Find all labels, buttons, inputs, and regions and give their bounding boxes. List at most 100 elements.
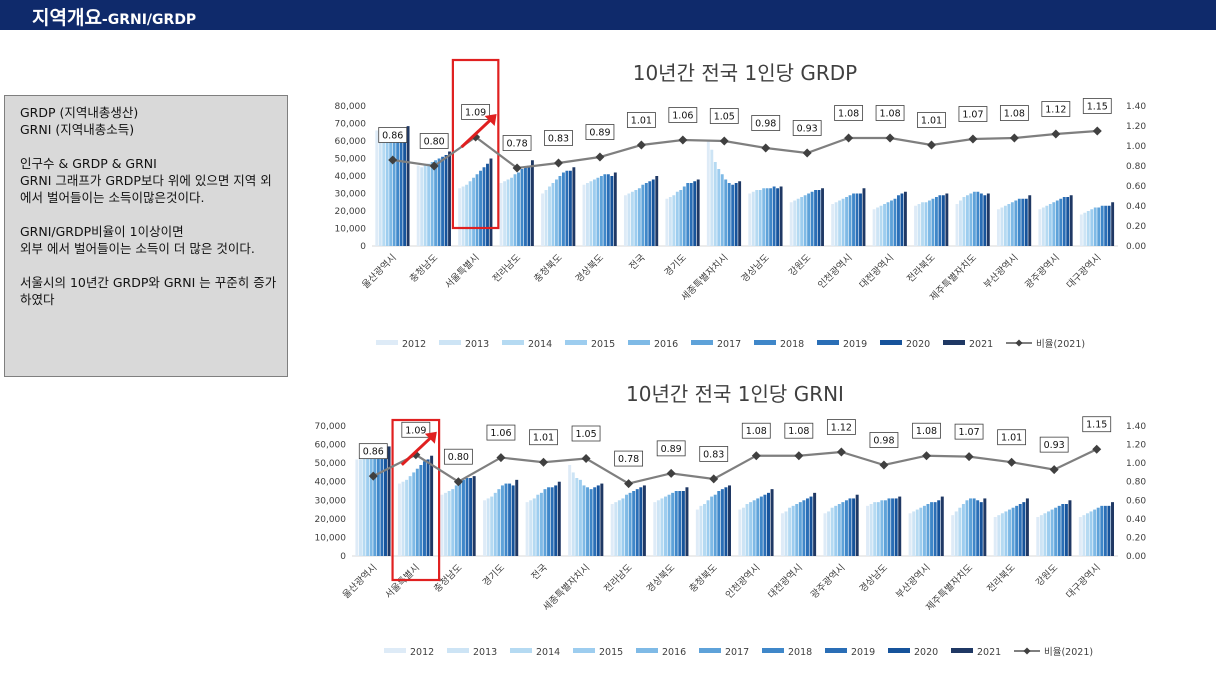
bar — [497, 489, 501, 556]
bar — [665, 198, 669, 246]
bar — [917, 204, 921, 246]
bar — [403, 134, 407, 246]
bar — [969, 193, 973, 246]
ratio-point — [1092, 126, 1102, 136]
bar — [1000, 513, 1004, 556]
ratio-point — [453, 477, 463, 487]
bar — [1111, 502, 1114, 556]
bar — [699, 505, 703, 556]
bar — [1014, 200, 1018, 246]
ratio-label-box — [1039, 436, 1069, 453]
legend-swatch — [951, 648, 973, 653]
y2-tick-label: 0.40 — [1126, 515, 1146, 525]
bar — [762, 188, 766, 246]
bar — [613, 172, 617, 246]
bar — [641, 184, 645, 246]
bar — [1007, 204, 1011, 246]
bar — [933, 502, 937, 556]
bar — [695, 509, 699, 556]
bar — [1047, 511, 1050, 556]
bar — [376, 453, 380, 556]
category-label: 강원도 — [1034, 562, 1061, 589]
category-label: 전라북도 — [905, 252, 938, 285]
ratio-point — [964, 452, 974, 462]
bar — [876, 502, 880, 556]
category-label: 광주광역시 — [808, 562, 847, 601]
legend-swatch — [817, 340, 839, 345]
ratio-label: 1.06 — [672, 111, 693, 122]
bar — [758, 190, 762, 246]
bar — [517, 172, 520, 246]
bar — [1011, 507, 1015, 556]
bar — [412, 472, 416, 556]
category-label: 부산광역시 — [981, 252, 1020, 291]
bar — [1107, 205, 1111, 246]
bar — [791, 505, 795, 556]
ratio-label-box — [741, 422, 771, 439]
legend-swatch — [943, 340, 965, 345]
category-label: 대전광역시 — [857, 252, 896, 291]
ratio-point — [794, 451, 804, 461]
ratio-label-box — [502, 135, 532, 151]
bar — [890, 200, 893, 246]
bar — [765, 188, 769, 246]
bar — [1089, 511, 1093, 556]
ratio-label: 1.08 — [916, 426, 937, 437]
legend-label: 2015 — [599, 647, 623, 658]
bar — [1100, 505, 1104, 556]
ratio-label: 1.01 — [1001, 433, 1022, 444]
bar — [486, 163, 489, 246]
bar — [1038, 209, 1042, 246]
bar — [589, 489, 593, 556]
ratio-label: 0.86 — [363, 447, 384, 458]
ratio-label: 1.12 — [831, 423, 852, 434]
y-tick-label: 0 — [360, 242, 366, 252]
ratio-point — [836, 447, 846, 457]
ratio-label: 0.83 — [548, 134, 569, 145]
bar — [1078, 517, 1082, 556]
header-title-main: 지역개요 — [32, 7, 102, 29]
bar — [1086, 211, 1090, 246]
bar — [557, 481, 561, 556]
ratio-label-box — [834, 105, 864, 121]
bar — [387, 446, 391, 556]
bar — [928, 200, 931, 246]
y-tick-label: 70,000 — [315, 422, 347, 432]
legend-swatch — [502, 340, 524, 345]
bar — [628, 492, 632, 556]
bar — [880, 500, 884, 556]
bar — [468, 181, 472, 246]
bar — [852, 498, 856, 556]
bar — [789, 202, 793, 246]
bar — [571, 472, 575, 556]
bar — [1017, 198, 1021, 246]
ratio-label-box — [585, 124, 615, 140]
bar — [655, 176, 659, 246]
bar — [738, 509, 742, 556]
ratio-label-box — [378, 127, 408, 143]
bar — [554, 485, 558, 556]
bar — [1104, 205, 1108, 246]
bar — [503, 181, 507, 246]
bar — [776, 188, 780, 246]
category-label: 서울특별시 — [443, 252, 482, 291]
bar — [979, 193, 983, 246]
bar — [674, 491, 678, 556]
bar — [770, 489, 774, 556]
ratio-point — [595, 152, 605, 162]
ratio-label: 0.80 — [424, 137, 445, 148]
bar — [617, 500, 621, 556]
legend-marker — [1015, 339, 1023, 347]
y-tick-label: 60,000 — [315, 441, 347, 451]
bar — [586, 487, 590, 556]
bar — [1018, 504, 1022, 556]
bar — [855, 193, 859, 246]
bar — [887, 498, 891, 556]
ratio-label: 1.08 — [879, 109, 900, 120]
bar — [915, 509, 919, 556]
bar — [727, 183, 731, 246]
bar — [940, 496, 944, 556]
bar — [627, 193, 631, 246]
bar — [543, 489, 547, 556]
bar — [461, 186, 465, 246]
